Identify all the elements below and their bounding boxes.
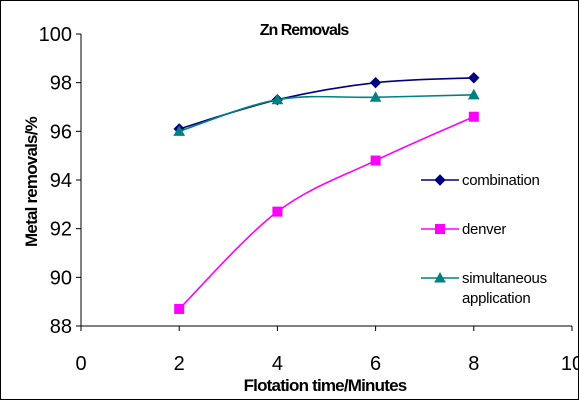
y-tick-label: 98	[50, 73, 72, 95]
x-axis-title: Flotation time/Minutes	[244, 376, 407, 395]
data-point-denver	[370, 155, 381, 166]
legend-item-denver: denver	[421, 221, 507, 238]
data-point-denver	[272, 206, 283, 217]
y-tick-label: 90	[50, 267, 72, 289]
series-layer	[173, 72, 480, 314]
series-line-simultaneous-application	[178, 94, 474, 133]
legend: combination denver simultaneous application	[421, 172, 547, 307]
x-tick-label: 2	[174, 353, 185, 375]
series-denver	[174, 111, 479, 314]
series-simultaneous-application	[173, 88, 480, 136]
series-combination	[173, 72, 480, 135]
data-point-denver	[174, 303, 185, 314]
axes	[76, 33, 573, 331]
legend-item-simultaneous-application: simultaneous application	[421, 270, 547, 307]
y-axis-title: Metal removals/%	[22, 116, 41, 247]
chart-title: Zn Removals	[260, 22, 350, 39]
series-line-combination	[178, 77, 474, 130]
x-tick-label: 4	[272, 353, 283, 375]
series-line-denver	[178, 116, 475, 310]
x-tick-label: 6	[370, 353, 381, 375]
data-point-simultaneous-application	[173, 125, 186, 136]
y-tick-label: 96	[50, 121, 72, 143]
legend-label: denver	[462, 221, 506, 238]
legend-item-combination: combination	[421, 172, 540, 189]
x-tick-label: 0	[75, 353, 86, 375]
legend-label-line: denver	[462, 221, 506, 238]
y-tick-label: 88	[50, 316, 72, 338]
data-point-combination	[468, 72, 480, 84]
tick-labels: 88 90 92 94 96 98 100 0 2 4 6 8 10	[39, 24, 578, 375]
x-tick-label: 10	[561, 353, 578, 375]
legend-swatch-marker	[434, 174, 446, 186]
data-point-simultaneous-application	[369, 91, 382, 102]
data-point-combination	[369, 76, 382, 89]
y-tick-label: 94	[50, 170, 72, 192]
legend-swatch-marker	[434, 271, 446, 283]
legend-label-line: simultaneous	[462, 270, 547, 287]
legend-label: simultaneous application	[462, 270, 547, 307]
y-tick-label: 92	[50, 219, 72, 241]
x-tick-label: 8	[468, 353, 479, 375]
legend-label-line: application	[462, 290, 530, 307]
legend-label: combination	[462, 172, 540, 189]
data-point-simultaneous-application	[271, 93, 284, 105]
data-point-simultaneous-application	[467, 88, 480, 100]
data-point-denver	[468, 111, 479, 122]
y-tick-label: 100	[39, 24, 72, 46]
legend-label-line: combination	[462, 172, 540, 189]
legend-swatch-marker	[435, 224, 445, 234]
